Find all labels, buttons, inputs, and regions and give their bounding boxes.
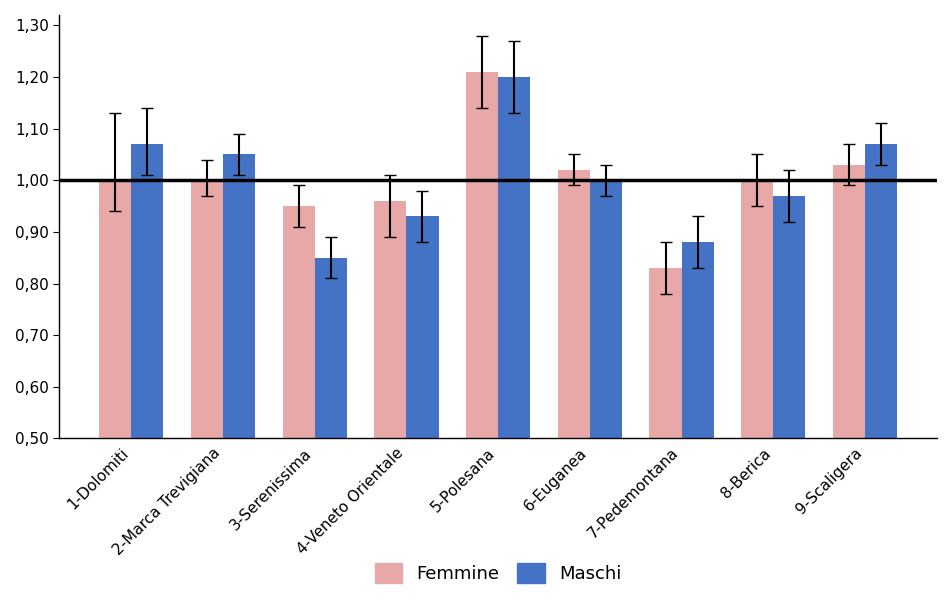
- Bar: [590, 180, 622, 438]
- Bar: [833, 165, 865, 438]
- Bar: [374, 201, 407, 438]
- Bar: [682, 242, 714, 438]
- Bar: [498, 77, 530, 438]
- Bar: [191, 180, 223, 438]
- Bar: [558, 170, 590, 438]
- Bar: [131, 144, 164, 438]
- Bar: [742, 180, 773, 438]
- Legend: Femmine, Maschi: Femmine, Maschi: [367, 556, 628, 590]
- Bar: [466, 72, 498, 438]
- Bar: [99, 180, 131, 438]
- Bar: [773, 195, 805, 438]
- Bar: [865, 144, 897, 438]
- Bar: [223, 155, 255, 438]
- Bar: [283, 206, 315, 438]
- Bar: [649, 268, 682, 438]
- Bar: [315, 258, 347, 438]
- Bar: [407, 216, 439, 438]
